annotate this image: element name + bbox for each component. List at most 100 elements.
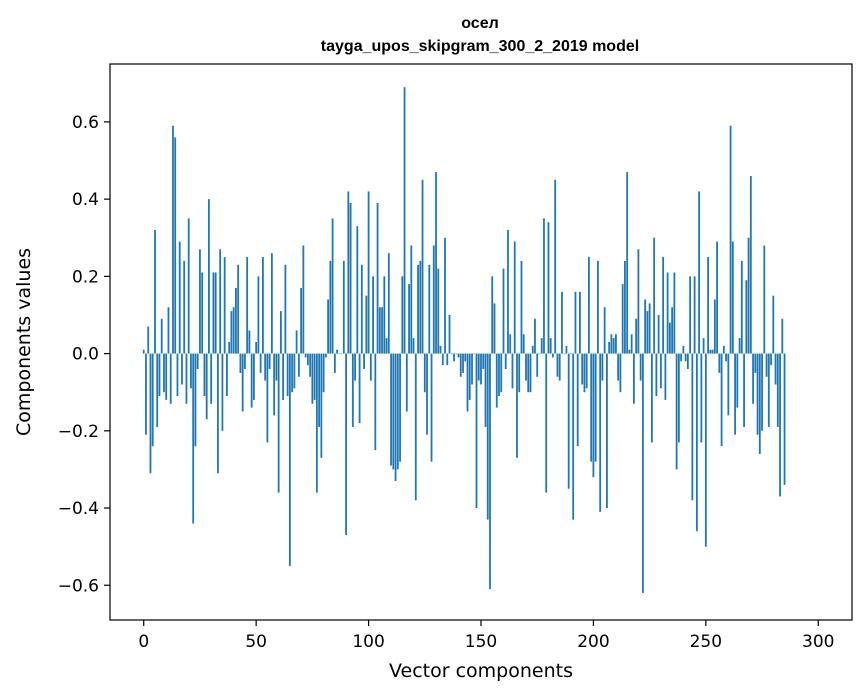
bar-222 — [641, 353, 644, 593]
bar-44 — [241, 353, 244, 412]
bar-98 — [363, 353, 365, 370]
bar-277 — [765, 353, 768, 377]
bar-85 — [333, 353, 336, 373]
bar-75 — [311, 353, 314, 404]
bar-120 — [412, 338, 415, 354]
bar-249 — [702, 338, 705, 354]
bar-236 — [673, 272, 676, 354]
bar-47 — [248, 330, 251, 354]
bar-28 — [205, 353, 208, 420]
chart-subtitle: tayga_upos_skipgram_300_2_2019 model — [321, 38, 639, 55]
bar-65 — [288, 353, 291, 566]
bar-209 — [612, 338, 615, 354]
bars-group — [142, 87, 786, 593]
bar-248 — [700, 353, 703, 443]
bar-170 — [525, 353, 527, 381]
bar-233 — [666, 272, 669, 354]
bar-109 — [387, 253, 390, 354]
bar-215 — [626, 172, 629, 354]
bar-106 — [381, 307, 383, 354]
bar-61 — [279, 311, 282, 354]
bar-72 — [304, 353, 307, 358]
bar-116 — [403, 87, 406, 354]
bar-56 — [268, 353, 271, 370]
bar-29 — [208, 199, 210, 354]
bar-183 — [554, 179, 557, 354]
x-tick-label: 100 — [352, 632, 384, 652]
bar-96 — [358, 353, 361, 424]
bar-245 — [693, 276, 696, 354]
bar-264 — [736, 353, 739, 408]
bar-285 — [783, 353, 786, 485]
bar-105 — [378, 307, 381, 354]
bar-273 — [756, 353, 759, 435]
bar-63 — [284, 264, 287, 354]
y-tick-label: −0.4 — [58, 499, 99, 519]
bar-117 — [405, 353, 408, 412]
bar-213 — [621, 284, 624, 354]
bar-251 — [707, 257, 709, 354]
bar-188 — [565, 345, 568, 354]
bar-10 — [165, 353, 168, 400]
bar-221 — [639, 353, 642, 381]
bar-66 — [291, 353, 294, 393]
bar-228 — [655, 353, 658, 397]
y-tick-label: 0.2 — [72, 267, 99, 287]
bar-141 — [459, 353, 462, 377]
bar-267 — [743, 353, 745, 427]
x-tick-label: 300 — [802, 632, 834, 652]
bar-204 — [601, 353, 604, 381]
bar-223 — [644, 299, 647, 354]
bar-37 — [226, 353, 228, 397]
bar-57 — [270, 253, 273, 354]
bar-200 — [592, 353, 595, 478]
chart-title: осел — [461, 15, 499, 32]
bar-145 — [468, 353, 471, 400]
x-tick-label: 0 — [138, 632, 149, 652]
bar-198 — [588, 257, 590, 354]
bar-246 — [695, 353, 698, 532]
bar-83 — [329, 260, 332, 354]
bar-8 — [160, 318, 163, 354]
bar-253 — [711, 349, 714, 354]
bar-91 — [347, 191, 350, 354]
bar-121 — [414, 353, 417, 501]
bar-262 — [731, 241, 734, 354]
bar-40 — [232, 307, 235, 354]
bar-46 — [246, 257, 249, 354]
bar-87 — [338, 353, 341, 355]
bar-89 — [342, 260, 345, 354]
bar-139 — [455, 353, 458, 355]
bar-177 — [540, 338, 543, 354]
bar-77 — [315, 353, 318, 493]
bar-169 — [522, 334, 525, 354]
bar-26 — [201, 272, 204, 354]
bar-190 — [570, 353, 572, 355]
bar-115 — [401, 276, 404, 354]
bar-164 — [511, 353, 514, 389]
bar-22 — [192, 353, 195, 524]
bar-208 — [610, 334, 613, 354]
bar-27 — [203, 353, 206, 397]
bar-124 — [421, 179, 424, 354]
bar-184 — [556, 353, 559, 377]
bar-268 — [745, 280, 748, 354]
bar-123 — [419, 260, 422, 354]
bar-35 — [221, 353, 224, 431]
bar-212 — [619, 353, 622, 393]
bar-15 — [176, 353, 179, 397]
bar-159 — [500, 353, 503, 393]
bar-225 — [648, 303, 651, 354]
x-axis-ticks: 0 50 100 150 200 250 300 — [138, 620, 834, 652]
bar-186 — [561, 291, 563, 354]
bar-92 — [349, 203, 352, 354]
bar-104 — [376, 203, 379, 354]
bar-274 — [758, 353, 761, 454]
bar-147 — [473, 353, 476, 355]
bar-283 — [779, 353, 781, 497]
bar-195 — [581, 353, 584, 385]
bar-205 — [603, 307, 606, 354]
bar-160 — [502, 268, 505, 354]
bar-55 — [266, 353, 269, 443]
